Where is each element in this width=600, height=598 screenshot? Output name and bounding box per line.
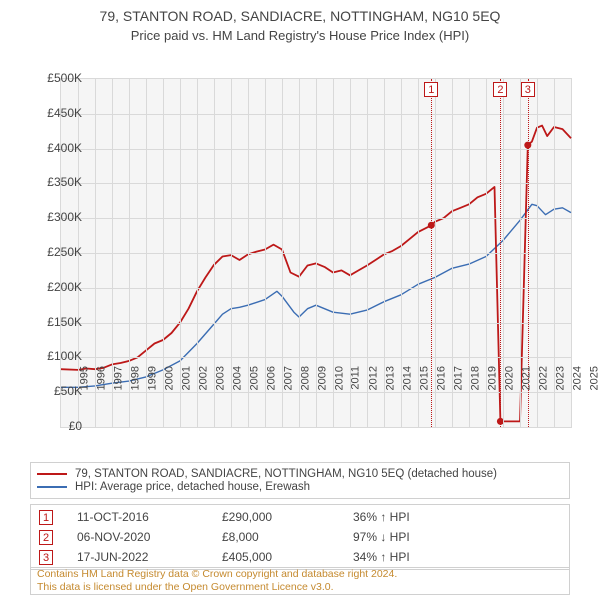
events-table: 1 11-OCT-2016£290,00036% ↑ HPI 2 06-NOV-202… bbox=[30, 504, 570, 570]
legend-swatch bbox=[37, 473, 67, 475]
x-tick-label: 2009 bbox=[316, 366, 328, 390]
x-tick-label: 1995 bbox=[78, 366, 90, 390]
x-tick-label: 2019 bbox=[486, 366, 498, 390]
sale-marker-box: 2 bbox=[493, 82, 507, 97]
legend-swatch bbox=[37, 486, 67, 488]
x-tick-label: 2003 bbox=[214, 366, 226, 390]
y-tick-label: £350K bbox=[34, 175, 82, 189]
x-tick-label: 2023 bbox=[554, 366, 566, 390]
event-price: £290,000 bbox=[218, 510, 353, 524]
footer-line-2: This data is licensed under the Open Gov… bbox=[37, 581, 563, 594]
sale-marker-box: 1 bbox=[424, 82, 438, 97]
footer-line-1: Contains HM Land Registry data © Crown c… bbox=[37, 568, 563, 581]
chart-frame: 79, STANTON ROAD, SANDIACRE, NOTTINGHAM,… bbox=[0, 8, 600, 598]
x-tick-label: 2015 bbox=[418, 366, 430, 390]
event-number-box: 1 bbox=[39, 510, 53, 525]
x-tick-label: 2016 bbox=[435, 366, 447, 390]
x-tick-label: 2002 bbox=[197, 366, 209, 390]
sale-marker-line bbox=[431, 79, 432, 427]
x-tick-label: 2021 bbox=[520, 366, 532, 390]
event-price: £405,000 bbox=[218, 550, 353, 564]
legend-text: 79, STANTON ROAD, SANDIACRE, NOTTINGHAM,… bbox=[75, 468, 497, 480]
x-tick-label: 2001 bbox=[180, 366, 192, 390]
x-tick-label: 2008 bbox=[299, 366, 311, 390]
event-change-text: 36% ↑ HPI bbox=[353, 510, 523, 524]
x-tick-label: 2007 bbox=[282, 366, 294, 390]
y-tick-label: £200K bbox=[34, 280, 82, 294]
legend-row: HPI: Average price, detached house, Erew… bbox=[37, 481, 563, 493]
y-tick-label: £400K bbox=[34, 141, 82, 155]
event-number-box: 2 bbox=[39, 530, 53, 545]
y-tick-label: £100K bbox=[34, 349, 82, 363]
y-tick-label: £500K bbox=[34, 71, 82, 85]
sale-marker-box: 3 bbox=[521, 82, 535, 97]
y-tick-label: £50K bbox=[34, 384, 82, 398]
event-price: £8,000 bbox=[218, 530, 353, 544]
event-date: 11-OCT-2016 bbox=[73, 510, 218, 524]
x-tick-label: 1998 bbox=[129, 366, 141, 390]
x-tick-label: 1997 bbox=[112, 366, 124, 390]
y-tick-label: £450K bbox=[34, 106, 82, 120]
x-tick-label: 2013 bbox=[384, 366, 396, 390]
x-tick-label: 2024 bbox=[571, 366, 583, 390]
event-date: 17-JUN-2022 bbox=[73, 550, 218, 564]
legend-row: 79, STANTON ROAD, SANDIACRE, NOTTINGHAM,… bbox=[37, 468, 563, 480]
x-tick-label: 1996 bbox=[95, 366, 107, 390]
chart-subtitle: Price paid vs. HM Land Registry's House … bbox=[0, 28, 600, 43]
x-tick-label: 2017 bbox=[452, 366, 464, 390]
x-tick-label: 2004 bbox=[231, 366, 243, 390]
x-tick-label: 2014 bbox=[401, 366, 413, 390]
chart-title: 79, STANTON ROAD, SANDIACRE, NOTTINGHAM,… bbox=[0, 8, 600, 24]
event-change-text: 34% ↑ HPI bbox=[353, 550, 523, 564]
x-tick-label: 2025 bbox=[588, 366, 600, 390]
y-tick-label: £300K bbox=[34, 210, 82, 224]
event-row: 1 11-OCT-2016£290,00036% ↑ HPI bbox=[31, 507, 569, 527]
x-tick-label: 1999 bbox=[146, 366, 158, 390]
event-number-box: 3 bbox=[39, 550, 53, 565]
event-row: 3 17-JUN-2022£405,00034% ↑ HPI bbox=[31, 547, 569, 567]
x-tick-label: 2018 bbox=[469, 366, 481, 390]
legend-text: HPI: Average price, detached house, Erew… bbox=[75, 481, 310, 493]
x-tick-label: 2005 bbox=[248, 366, 260, 390]
x-tick-label: 2020 bbox=[503, 366, 515, 390]
x-tick-label: 2011 bbox=[350, 366, 362, 390]
event-row: 2 06-NOV-2020£8,00097% ↓ HPI bbox=[31, 527, 569, 547]
x-tick-label: 2000 bbox=[163, 366, 175, 390]
event-date: 06-NOV-2020 bbox=[73, 530, 218, 544]
x-tick-label: 2012 bbox=[367, 366, 379, 390]
x-tick-label: 2010 bbox=[333, 366, 345, 390]
y-tick-label: £250K bbox=[34, 245, 82, 259]
sale-marker-line bbox=[500, 79, 501, 427]
x-tick-label: 2022 bbox=[537, 366, 549, 390]
legend-box: 79, STANTON ROAD, SANDIACRE, NOTTINGHAM,… bbox=[30, 462, 570, 499]
y-tick-label: £0 bbox=[34, 419, 82, 433]
event-change-text: 97% ↓ HPI bbox=[353, 530, 523, 544]
footer-box: Contains HM Land Registry data © Crown c… bbox=[30, 567, 570, 595]
x-tick-label: 2006 bbox=[265, 366, 277, 390]
y-tick-label: £150K bbox=[34, 315, 82, 329]
